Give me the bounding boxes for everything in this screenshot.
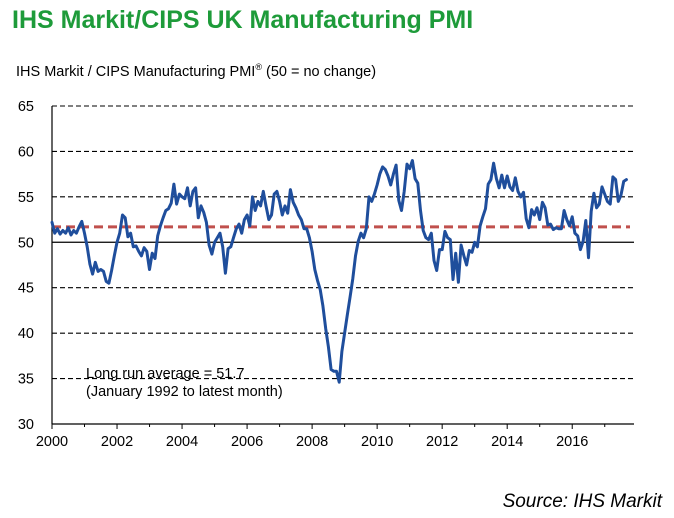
- x-tick-label: 2006: [231, 434, 263, 450]
- y-tick-label: 55: [18, 190, 34, 206]
- x-tick-label: 2010: [361, 434, 393, 450]
- tick-labels: 30 35 40 45 50 55 60 65 2000 2002 2004 2006 2008 2010…: [18, 99, 588, 450]
- annotation-group: Long run average = 51.7 (January 1992 to…: [86, 366, 283, 400]
- x-tick-label: 2016: [556, 434, 588, 450]
- registered-mark: ®: [255, 62, 262, 72]
- annotation-line-1: Long run average = 51.7: [86, 366, 244, 382]
- annotation-line-2: (January 1992 to latest month): [86, 384, 283, 400]
- chart-subtitle: IHS Markit / CIPS Manufacturing PMI® (50…: [16, 62, 376, 80]
- series-group: [50, 159, 628, 384]
- y-tick-label: 60: [18, 144, 34, 160]
- source-label: Source: IHS Markit: [502, 491, 662, 512]
- subtitle-tail: (50 = no change): [261, 63, 377, 80]
- chart-title: IHS Markit/CIPS UK Manufacturing PMI: [12, 6, 474, 34]
- y-tick-label: 35: [18, 372, 34, 388]
- y-tick-label: 50: [18, 235, 34, 251]
- x-tick-label: 2004: [166, 434, 198, 450]
- y-tick-label: 30: [18, 417, 34, 433]
- axes: [51, 106, 634, 429]
- x-tick-label: 2008: [296, 434, 328, 450]
- gridlines: [52, 105, 634, 380]
- subtitle-main: IHS Markit / CIPS Manufacturing PMI: [16, 63, 256, 80]
- y-tick-label: 45: [18, 281, 34, 297]
- x-tick-label: 2002: [101, 434, 133, 450]
- x-tick-label: 2000: [36, 434, 68, 450]
- y-tick-label: 40: [18, 326, 34, 342]
- x-tick-label: 2014: [491, 434, 523, 450]
- x-tick-label: 2012: [426, 434, 458, 450]
- pmi-series-line: [50, 159, 628, 384]
- y-tick-label: 65: [18, 99, 34, 115]
